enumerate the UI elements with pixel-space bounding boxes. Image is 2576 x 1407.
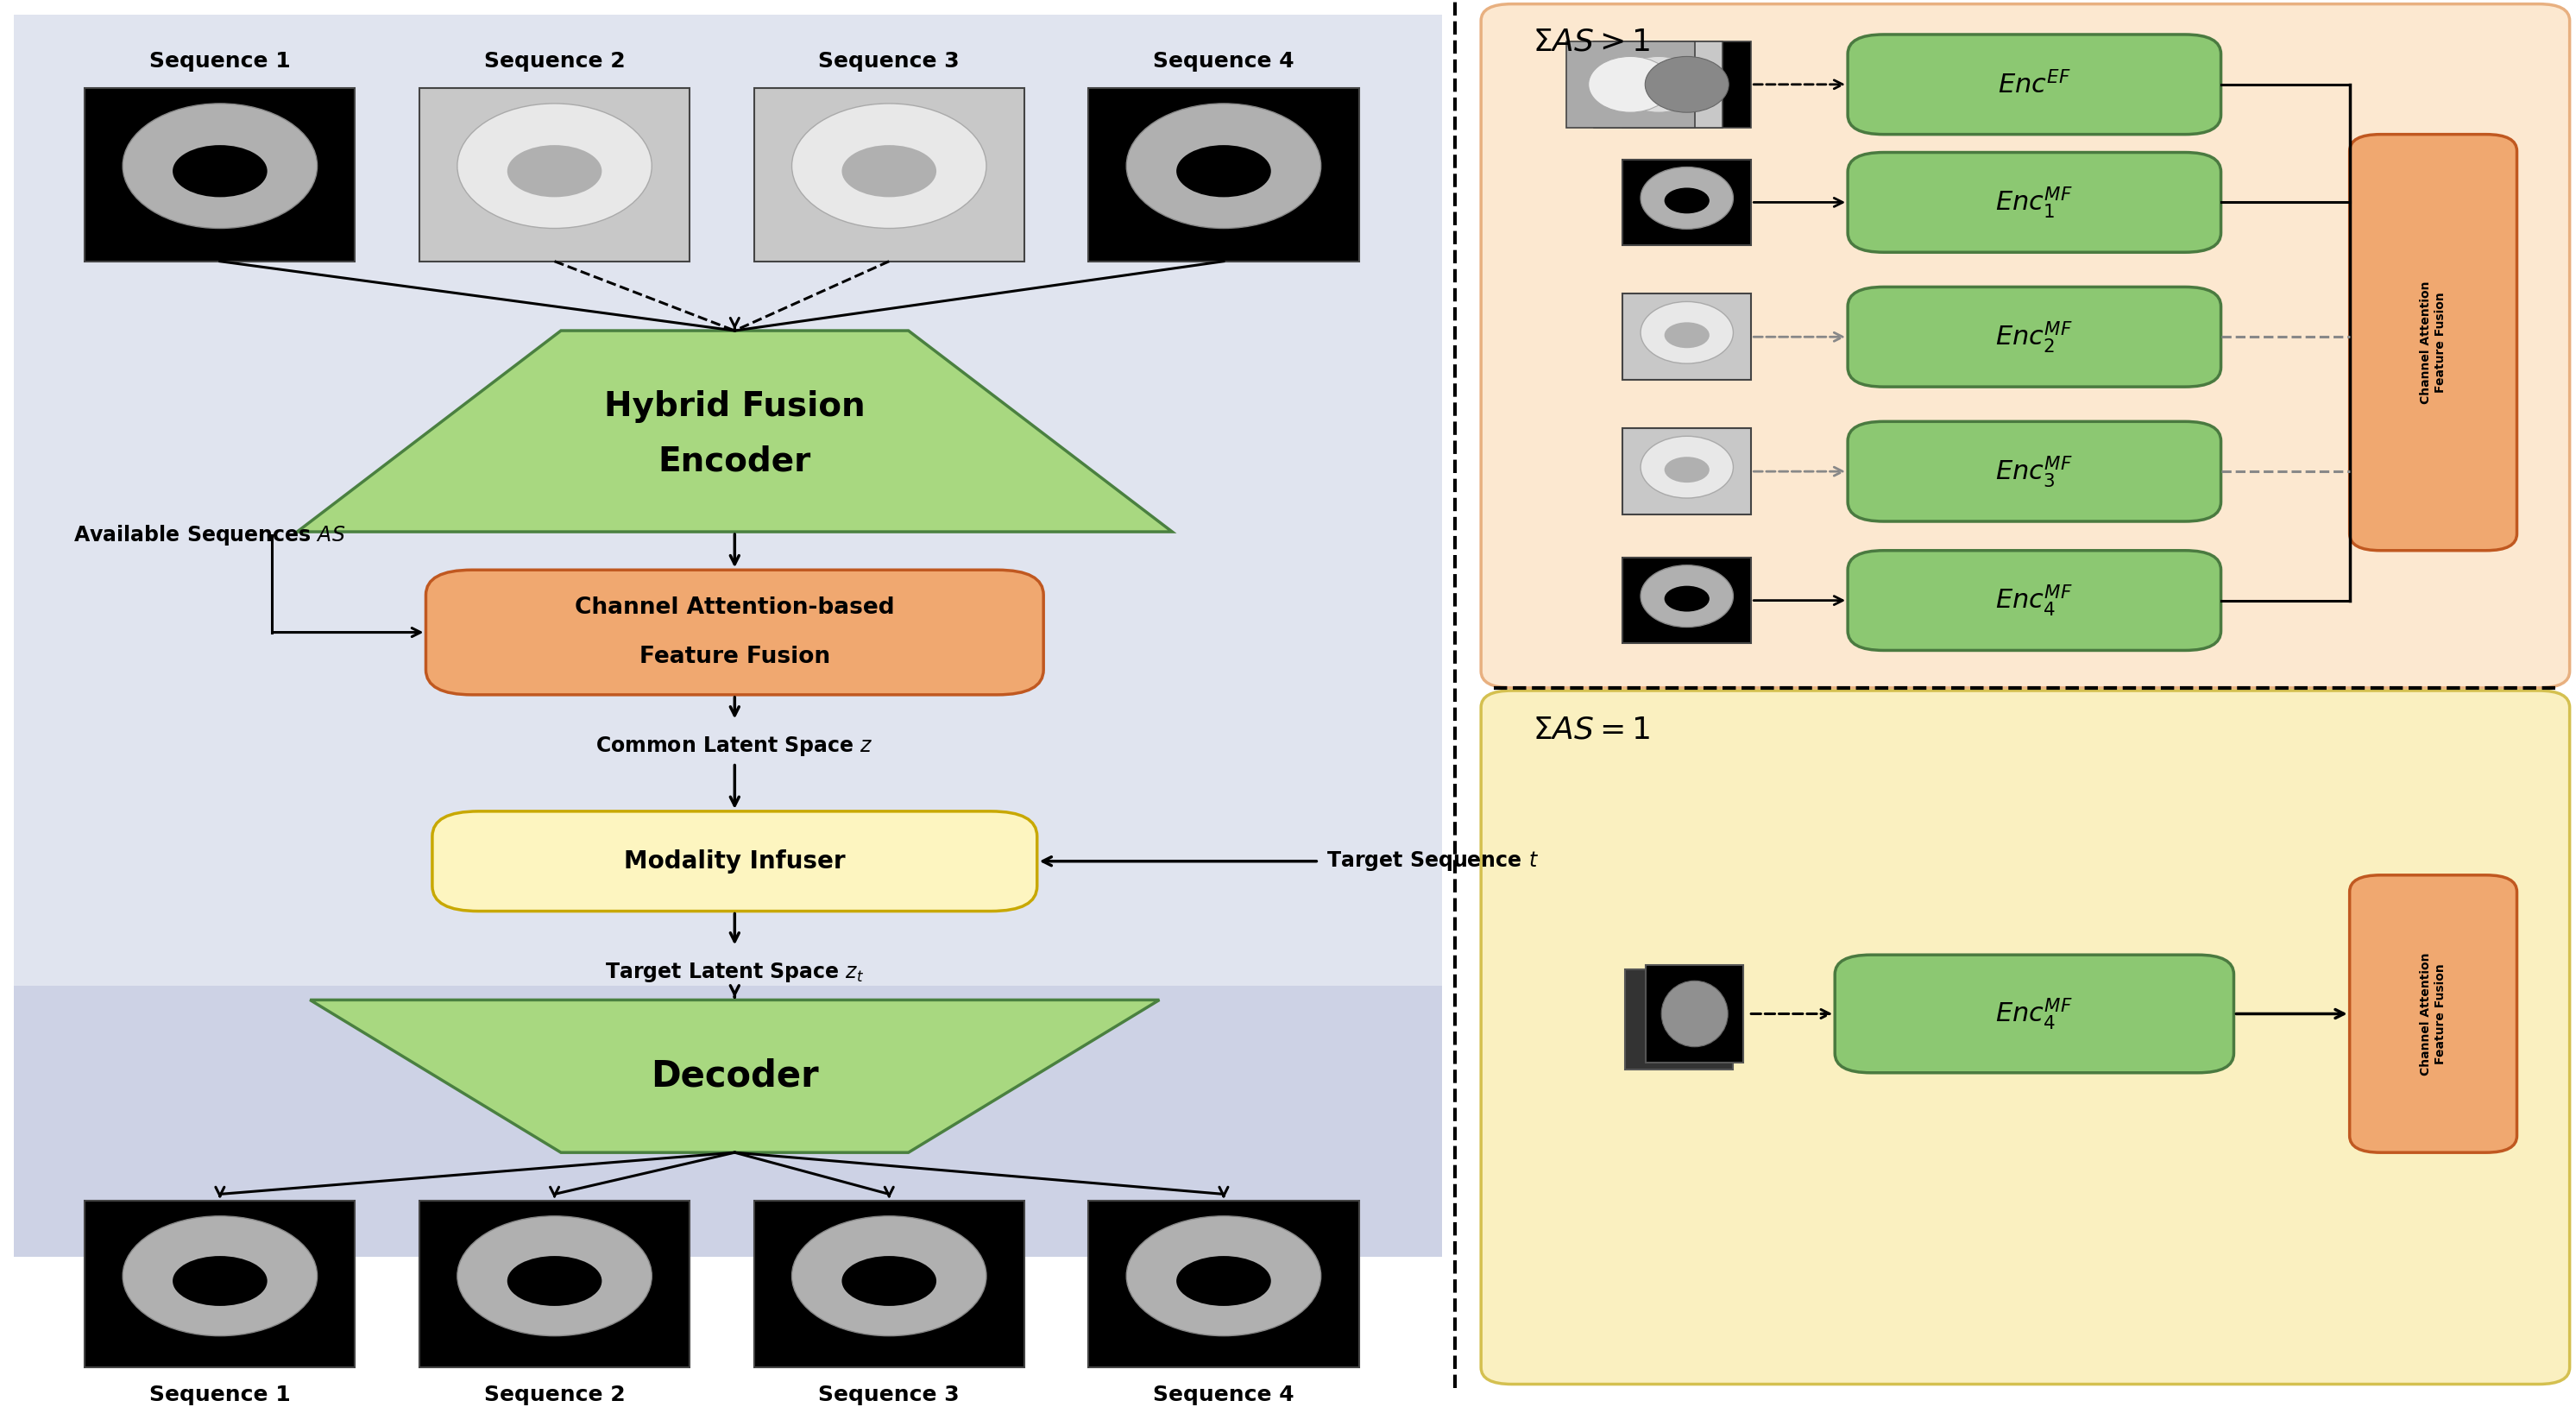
Text: Modality Infuser: Modality Infuser: [623, 850, 845, 874]
Text: Channel Attention-based: Channel Attention-based: [574, 597, 894, 619]
Polygon shape: [296, 331, 1172, 532]
FancyBboxPatch shape: [1595, 41, 1723, 128]
Text: Sequence 1: Sequence 1: [149, 51, 291, 72]
Ellipse shape: [1641, 566, 1734, 628]
Ellipse shape: [1664, 187, 1710, 214]
Ellipse shape: [1641, 167, 1734, 229]
Polygon shape: [309, 1000, 1159, 1152]
Ellipse shape: [1641, 436, 1734, 498]
Text: $Enc_4^{MF}$: $Enc_4^{MF}$: [1996, 582, 2074, 618]
Ellipse shape: [842, 1256, 938, 1306]
Bar: [1090, 1202, 1358, 1368]
Text: $Enc_3^{MF}$: $Enc_3^{MF}$: [1996, 453, 2074, 490]
Text: $Enc_1^{MF}$: $Enc_1^{MF}$: [1996, 184, 2074, 219]
Ellipse shape: [1662, 981, 1728, 1047]
Bar: [13, 15, 1443, 993]
FancyBboxPatch shape: [1834, 955, 2233, 1072]
Ellipse shape: [459, 104, 652, 228]
Ellipse shape: [1664, 457, 1710, 483]
Text: Common Latent Space $z$: Common Latent Space $z$: [595, 734, 873, 758]
Text: $Enc_2^{MF}$: $Enc_2^{MF}$: [1996, 319, 2074, 355]
Ellipse shape: [1589, 56, 1672, 113]
Bar: [755, 87, 1025, 262]
Text: Decoder: Decoder: [652, 1058, 819, 1095]
FancyBboxPatch shape: [1847, 422, 2221, 522]
Text: Sequence 1: Sequence 1: [149, 1384, 291, 1406]
FancyBboxPatch shape: [433, 812, 1038, 912]
Bar: [85, 87, 355, 262]
Text: $\Sigma AS > 1$: $\Sigma AS > 1$: [1533, 28, 1651, 56]
Text: Encoder: Encoder: [659, 446, 811, 478]
Text: $\Sigma AS = 1$: $\Sigma AS = 1$: [1533, 716, 1651, 744]
Ellipse shape: [1126, 1216, 1321, 1335]
Text: Target Sequence $t$: Target Sequence $t$: [1327, 850, 1538, 872]
Bar: [85, 1202, 355, 1368]
Bar: [1623, 294, 1752, 380]
Ellipse shape: [1177, 145, 1270, 197]
Ellipse shape: [842, 145, 938, 197]
FancyBboxPatch shape: [1847, 35, 2221, 134]
FancyBboxPatch shape: [1481, 4, 2571, 688]
Bar: [420, 87, 690, 262]
FancyBboxPatch shape: [2349, 875, 2517, 1152]
Text: Sequence 3: Sequence 3: [819, 1384, 961, 1406]
Ellipse shape: [791, 104, 987, 228]
Text: Sequence 2: Sequence 2: [484, 51, 626, 72]
Bar: [1623, 159, 1752, 245]
Text: Sequence 3: Sequence 3: [819, 51, 961, 72]
Text: Available Sequences $AS$: Available Sequences $AS$: [72, 523, 345, 547]
Text: Target Latent Space $z_t$: Target Latent Space $z_t$: [605, 961, 866, 983]
Ellipse shape: [1641, 301, 1734, 363]
Bar: [1623, 557, 1752, 643]
Ellipse shape: [507, 145, 603, 197]
FancyBboxPatch shape: [1847, 152, 2221, 252]
Ellipse shape: [173, 145, 268, 197]
Text: Sequence 4: Sequence 4: [1154, 1384, 1293, 1406]
Ellipse shape: [507, 1256, 603, 1306]
Ellipse shape: [1664, 322, 1710, 348]
Ellipse shape: [791, 1216, 987, 1335]
FancyBboxPatch shape: [1625, 969, 1734, 1069]
Text: Sequence 4: Sequence 4: [1154, 51, 1293, 72]
Ellipse shape: [124, 1216, 317, 1335]
Bar: [13, 986, 1443, 1256]
Text: Feature Fusion: Feature Fusion: [639, 646, 829, 668]
Bar: [1090, 87, 1358, 262]
FancyBboxPatch shape: [2349, 134, 2517, 550]
Ellipse shape: [459, 1216, 652, 1335]
Text: Sequence 2: Sequence 2: [484, 1384, 626, 1406]
Bar: [420, 1202, 690, 1368]
Ellipse shape: [173, 1256, 268, 1306]
Bar: [1623, 429, 1752, 515]
Bar: [755, 1202, 1025, 1368]
Ellipse shape: [1646, 56, 1728, 113]
Text: $Enc^{EF}$: $Enc^{EF}$: [1999, 70, 2071, 98]
FancyBboxPatch shape: [1646, 965, 1744, 1062]
Text: Channel Attention
Feature Fusion: Channel Attention Feature Fusion: [2421, 953, 2447, 1075]
FancyBboxPatch shape: [425, 570, 1043, 695]
Ellipse shape: [1126, 104, 1321, 228]
Text: Hybrid Fusion: Hybrid Fusion: [605, 390, 866, 422]
Ellipse shape: [1618, 56, 1700, 113]
Text: $Enc_4^{MF}$: $Enc_4^{MF}$: [1996, 996, 2074, 1031]
Ellipse shape: [1664, 585, 1710, 612]
FancyBboxPatch shape: [1481, 691, 2571, 1384]
FancyBboxPatch shape: [1623, 41, 1752, 128]
Ellipse shape: [1177, 1256, 1270, 1306]
FancyBboxPatch shape: [1847, 287, 2221, 387]
FancyBboxPatch shape: [1847, 550, 2221, 650]
Text: Channel Attention
Feature Fusion: Channel Attention Feature Fusion: [2421, 281, 2447, 404]
Ellipse shape: [124, 104, 317, 228]
FancyBboxPatch shape: [1566, 41, 1695, 128]
